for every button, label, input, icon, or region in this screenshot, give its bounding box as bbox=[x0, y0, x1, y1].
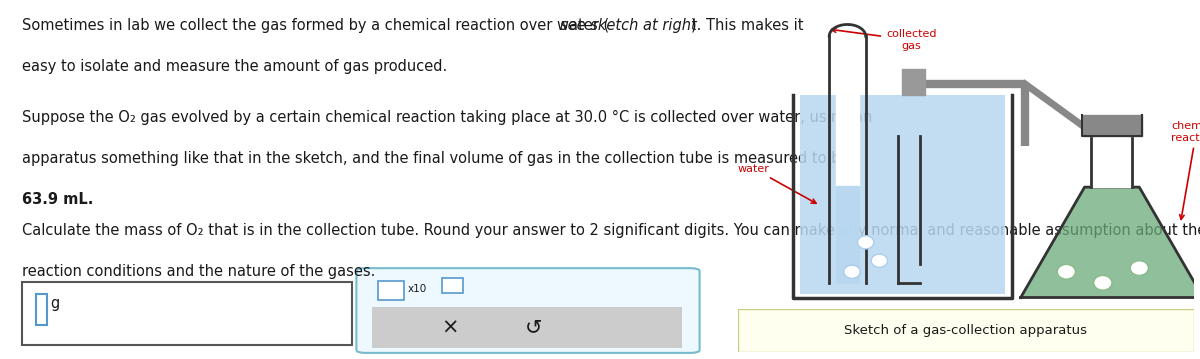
Text: ×: × bbox=[442, 317, 458, 337]
Text: see sketch at right: see sketch at right bbox=[560, 18, 696, 33]
Text: g: g bbox=[50, 296, 60, 311]
Text: easy to isolate and measure the amount of gas produced.: easy to isolate and measure the amount o… bbox=[22, 59, 446, 74]
Text: Sometimes in lab we collect the gas formed by a chemical reaction over water (: Sometimes in lab we collect the gas form… bbox=[22, 18, 608, 33]
FancyBboxPatch shape bbox=[22, 282, 352, 345]
FancyBboxPatch shape bbox=[799, 95, 1004, 294]
FancyBboxPatch shape bbox=[36, 294, 47, 325]
Text: reaction conditions and the nature of the gases.: reaction conditions and the nature of th… bbox=[22, 264, 374, 279]
FancyBboxPatch shape bbox=[372, 307, 682, 348]
Text: apparatus something like that in the sketch, and the final volume of gas in the : apparatus something like that in the ske… bbox=[22, 151, 848, 166]
Text: ↺: ↺ bbox=[526, 317, 542, 337]
Circle shape bbox=[1093, 275, 1112, 290]
Text: collected
gas: collected gas bbox=[832, 28, 936, 51]
Circle shape bbox=[844, 265, 860, 278]
Circle shape bbox=[1057, 264, 1075, 279]
FancyBboxPatch shape bbox=[442, 278, 463, 293]
Text: x10: x10 bbox=[408, 284, 427, 294]
Text: Sketch of a gas-collection apparatus: Sketch of a gas-collection apparatus bbox=[845, 324, 1087, 337]
Text: Suppose the O₂ gas evolved by a certain chemical reaction taking place at 30.0 °: Suppose the O₂ gas evolved by a certain … bbox=[22, 109, 872, 125]
Text: water: water bbox=[738, 164, 816, 203]
Circle shape bbox=[1130, 261, 1148, 275]
FancyBboxPatch shape bbox=[738, 309, 1194, 352]
Text: ). This makes it: ). This makes it bbox=[691, 18, 804, 33]
Circle shape bbox=[871, 254, 888, 267]
FancyBboxPatch shape bbox=[378, 281, 404, 300]
Text: Calculate the mass of O₂ that is in the collection tube. Round your answer to 2 : Calculate the mass of O₂ that is in the … bbox=[22, 223, 1200, 238]
Text: 63.9 mL.: 63.9 mL. bbox=[22, 192, 92, 207]
FancyBboxPatch shape bbox=[356, 268, 700, 353]
Polygon shape bbox=[1021, 187, 1200, 298]
Circle shape bbox=[858, 236, 874, 249]
Text: chemical
reaction: chemical reaction bbox=[1171, 121, 1200, 219]
